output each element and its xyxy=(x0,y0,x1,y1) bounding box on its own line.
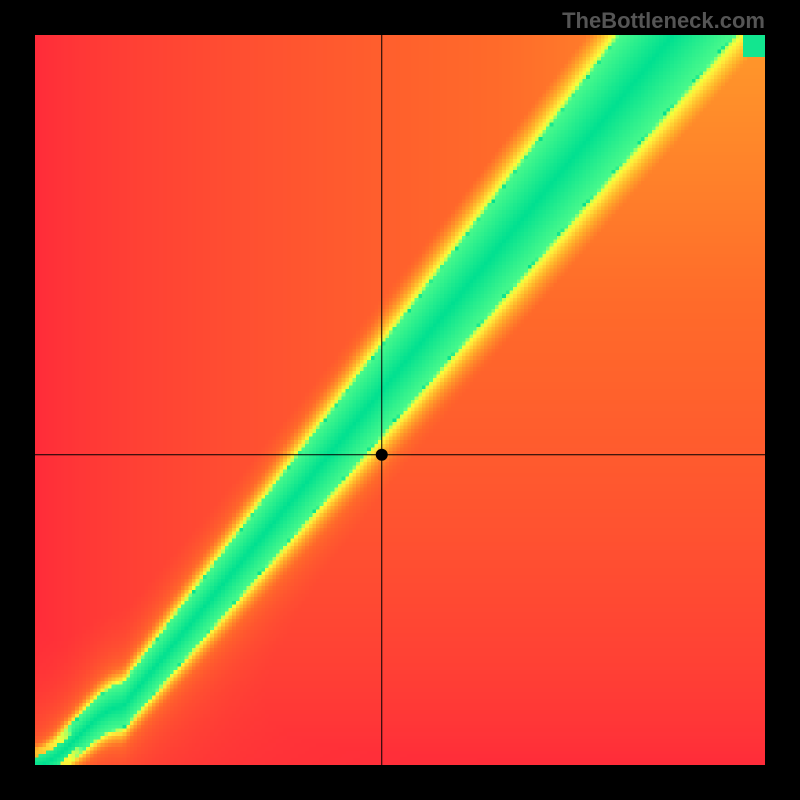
chart-container: TheBottleneck.com xyxy=(0,0,800,800)
overlay-svg xyxy=(0,0,800,800)
crosshair-marker xyxy=(376,449,388,461)
watermark-text: TheBottleneck.com xyxy=(562,8,765,34)
